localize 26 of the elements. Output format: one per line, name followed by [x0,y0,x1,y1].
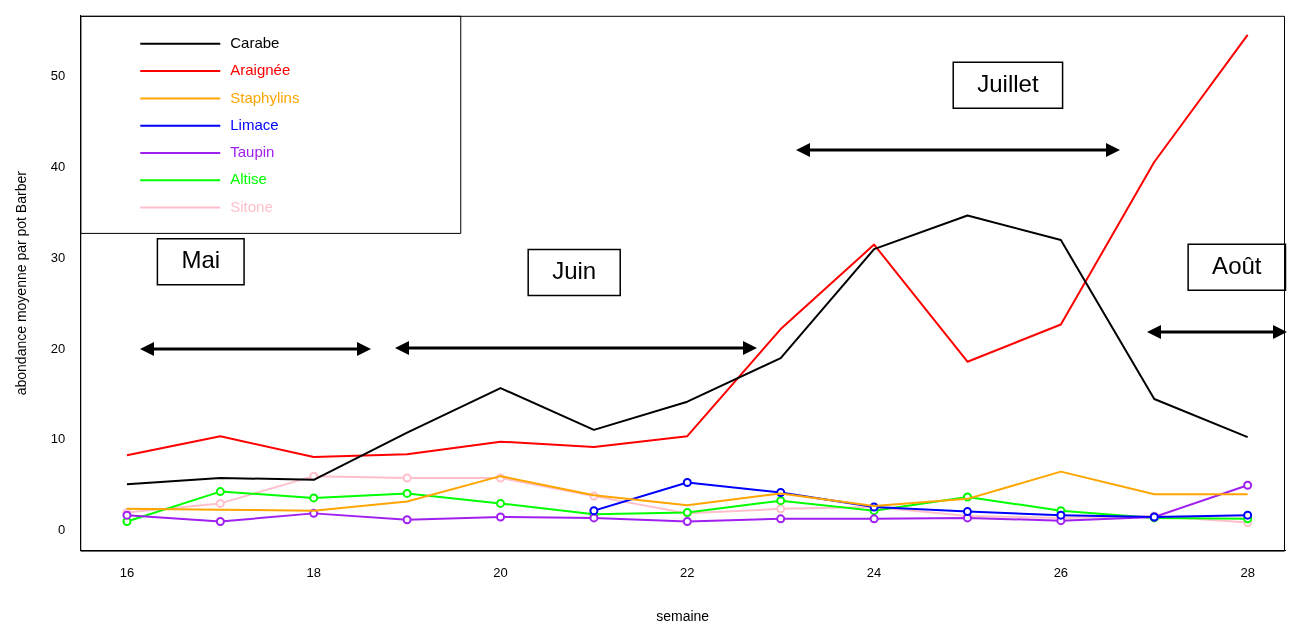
x-tick-label: 22 [680,564,695,580]
text: Taupin [230,143,275,161]
x-tick-label: 28 [1240,564,1255,580]
x-tick-label: 26 [1053,564,1069,580]
y-tick-label: 20 [50,340,66,356]
x-tick-label: 16 [119,564,135,580]
annotation: Mai [181,246,221,274]
text: Limace [230,115,279,133]
text: Araignée [230,61,291,79]
x-axis-title: semaine [656,608,710,625]
annotation: Juin [552,257,597,285]
x-tick-label: 20 [493,564,508,580]
text: Altise [230,170,267,188]
annotation: Août [1212,251,1262,279]
text: Carabe [230,33,280,51]
annotation: Juillet [977,69,1039,97]
y-tick-label: 10 [50,431,66,447]
text: Sitone [230,197,273,215]
x-tick-label: 18 [306,564,321,580]
x-tick-label: 24 [866,564,882,580]
y-tick-label: 0 [58,522,66,538]
y-tick-label: 40 [50,159,66,175]
text: Staphylins [230,88,300,106]
y-tick-label: 50 [50,68,66,84]
y-axis-title: abondance moyenne par pot Barber [13,170,30,396]
y-tick-label: 30 [50,249,66,265]
